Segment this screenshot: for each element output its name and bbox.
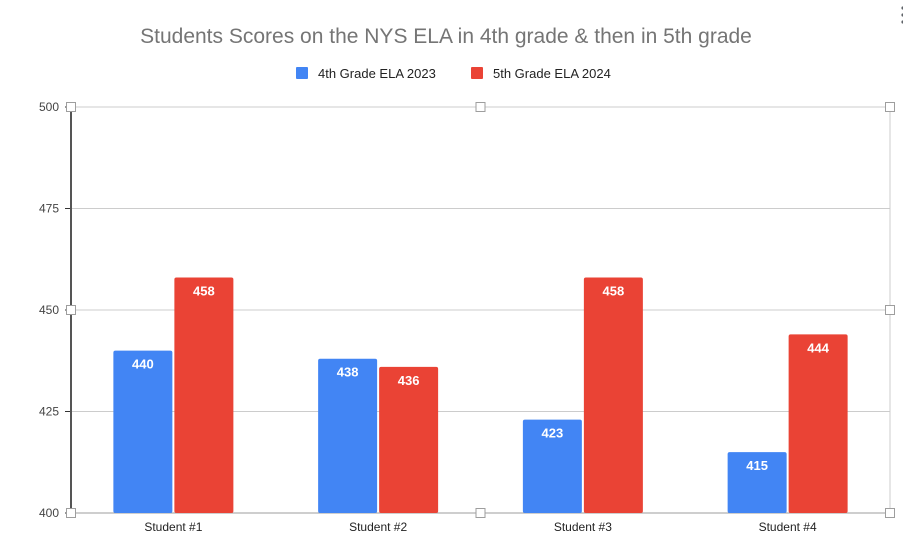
bar [113,350,173,513]
legend-swatch [471,67,483,79]
resize-handle[interactable] [66,305,76,315]
x-tick-label: Student #1 [144,520,202,534]
bar [379,366,439,513]
y-tick-label: 425 [39,405,59,419]
bar [318,358,378,513]
y-tick-label: 475 [39,202,59,216]
bar [522,419,582,513]
x-tick-label: Student #4 [759,520,817,534]
resize-handle[interactable] [475,508,486,518]
data-label: 436 [398,373,420,388]
bar [788,334,848,513]
x-tick-label: Student #3 [554,520,612,534]
y-tick-label: 500 [39,100,59,114]
bar [174,277,234,513]
resize-handle[interactable] [66,508,76,518]
data-label: 415 [746,458,768,473]
legend-label: 5th Grade ELA 2024 [493,66,611,81]
y-tick-label: 400 [39,506,59,520]
legend-label: 4th Grade ELA 2023 [318,66,436,81]
resize-handle[interactable] [885,305,895,315]
data-label: 438 [337,365,359,380]
chart-title: Students Scores on the NYS ELA in 4th gr… [140,25,752,48]
bar [583,277,643,513]
data-label: 423 [542,426,564,441]
x-tick-label: Student #2 [349,520,407,534]
data-label: 440 [132,357,154,372]
resize-handle[interactable] [885,102,895,112]
legend: 4th Grade ELA 2023 5th Grade ELA 2024 [296,66,611,81]
axes: 400 425 450 475 500 Student #1 Student #2 Stude… [39,100,817,534]
selection-handles[interactable] [66,102,895,518]
data-label: 458 [193,284,215,299]
data-label: 458 [603,284,625,299]
y-tick-label: 450 [39,303,59,317]
resize-handle[interactable] [475,102,486,112]
legend-swatch [296,67,308,79]
resize-handle[interactable] [885,508,895,518]
resize-handle[interactable] [66,102,76,112]
data-label: 444 [807,340,829,355]
bar [727,452,787,513]
bars: 440 458 438 436 423 458 415 444 [113,277,848,513]
